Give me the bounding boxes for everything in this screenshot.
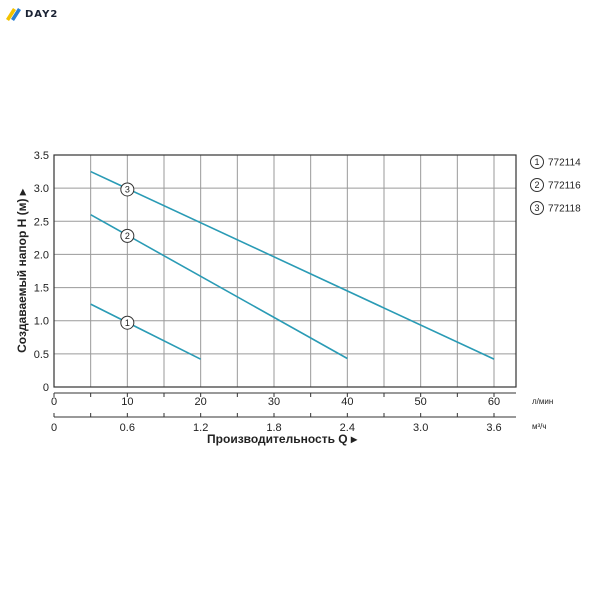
x-tick-label-primary: 10 — [121, 396, 133, 408]
y-tick-label: 3.0 — [34, 183, 49, 195]
series-marker-number: 3 — [125, 185, 130, 195]
x-unit-primary: л/мин — [532, 397, 553, 406]
x-tick-label-secondary: 1.2 — [193, 422, 208, 434]
legend-marker-number: 2 — [534, 180, 539, 190]
y-tick-label: 2.0 — [34, 249, 49, 261]
chart-grid — [54, 155, 516, 387]
x-tick-label-primary: 60 — [488, 396, 500, 408]
legend-marker-772116 — [530, 178, 544, 192]
legend-marker-number: 3 — [534, 203, 539, 213]
y-axis-ticks: 0 0.5 1.0 1.5 2.0 2.5 3.0 3.5 — [34, 150, 49, 394]
series-marker-772118 — [120, 182, 135, 197]
series-lines: 1 2 3 — [90, 170, 495, 360]
series-marker-number: 1 — [125, 318, 130, 328]
y-tick-label: 3.5 — [34, 150, 49, 162]
x-tick-label-primary: 20 — [195, 396, 207, 408]
axis-titles: Создаваемый напор H (м) ▸ Производительно… — [15, 188, 358, 446]
y-axis-title: Создаваемый напор H (м) ▸ — [15, 188, 29, 353]
y-tick-label: 2.5 — [34, 216, 49, 228]
x-tick-label-secondary: 0.6 — [120, 422, 135, 434]
series-marker-772114 — [120, 315, 135, 330]
x-tick-label-primary: 50 — [415, 396, 427, 408]
x-axis-secondary: 0 0.6 1.2 1.8 2.4 3.0 3.6 м³/ч — [51, 413, 547, 434]
x-tick-label-secondary: 1.8 — [266, 422, 281, 434]
x-axis-primary: 0 10 20 30 40 50 60 л/мин — [51, 392, 553, 408]
y-tick-label: 0.5 — [34, 349, 49, 361]
legend-label-772116: 772116 — [548, 181, 581, 192]
y-tick-label: 1.0 — [34, 316, 49, 328]
x-tick-label-secondary: 3.0 — [413, 422, 428, 434]
y-tick-label: 0 — [43, 382, 49, 394]
legend-marker-772114 — [530, 155, 544, 169]
y-tick-label: 1.5 — [34, 283, 49, 295]
series-line-772118 — [90, 170, 495, 360]
x-tick-label-primary: 40 — [341, 396, 353, 408]
x-tick-label-secondary: 0 — [51, 422, 57, 434]
legend-label-772114: 772114 — [548, 158, 581, 169]
legend-label-772118: 772118 — [548, 204, 581, 215]
legend: 1 772114 2 772116 3 772118 — [530, 155, 581, 215]
series-marker-772116 — [120, 228, 135, 243]
logo-text: DAY2 — [25, 8, 59, 20]
series-marker-number: 2 — [125, 231, 130, 241]
x-tick-label-primary: 30 — [268, 396, 280, 408]
x-tick-label-primary: 0 — [51, 396, 57, 408]
logo-icon — [6, 8, 21, 21]
plot-frame — [53, 154, 517, 388]
x-tick-label-secondary: 3.6 — [486, 422, 501, 434]
plot-border — [53, 154, 517, 388]
x-tick-label-secondary: 2.4 — [340, 422, 355, 434]
legend-marker-number: 1 — [534, 157, 539, 167]
legend-marker-772118 — [530, 201, 544, 215]
brand-logo: DAY2 — [4, 6, 58, 22]
x-unit-secondary: м³/ч — [532, 422, 547, 431]
x-axis-title: Производительность Q ▸ — [207, 432, 358, 446]
series-line-772114 — [90, 303, 202, 360]
